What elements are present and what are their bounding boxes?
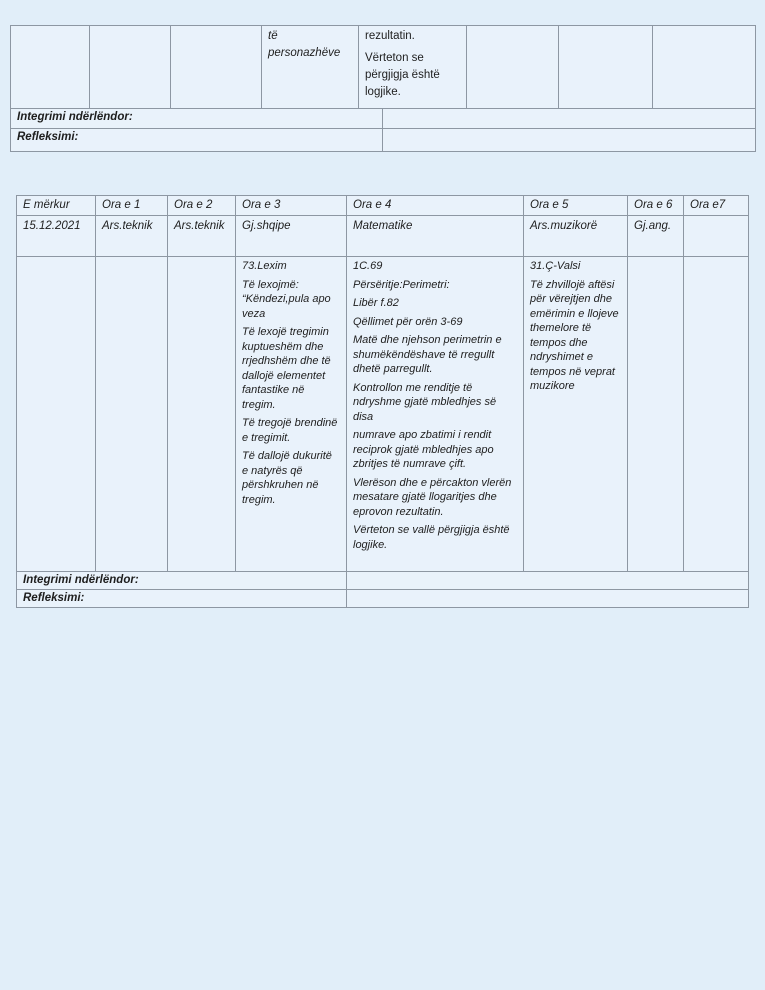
refleksimi-row: Refleksimi: [10, 128, 756, 152]
integrimi-row: Integrimi ndërlëndor: [16, 571, 749, 590]
paragraph: Përsëritje:Perimetri: [353, 278, 450, 291]
top-table: të personazhëve rezultatin. Vërteton se pë… [10, 25, 756, 109]
result-cell: rezultatin. Vërteton se përgjigja është l… [358, 25, 467, 109]
top-table-block: të personazhëve rezultatin. Vërteton se pë… [10, 25, 756, 152]
empty-cell [466, 25, 559, 109]
empty-cell [10, 25, 90, 109]
ars-muzikore-lesson-text: 31.Ç-Valsi Të zhvillojë aftësi për vërejt… [530, 259, 621, 394]
paragraph: numrave apo zbatimi i rendit reciprok gj… [353, 429, 494, 470]
subject-ora-1: Ars.teknik [95, 215, 168, 257]
integrimi-row: Integrimi ndërlëndor: [10, 108, 756, 129]
empty-cell [16, 256, 96, 572]
gj-shqipe-lesson-text: 73.Lexim Të lexojmë: “Këndezi,pula apo ve… [242, 259, 340, 507]
top-table-content-row: të personazhëve rezultatin. Vërteton se pë… [10, 25, 756, 109]
empty-cell [95, 256, 168, 572]
gj-shqipe-lesson-cell: 73.Lexim Të lexojmë: “Këndezi,pula apo ve… [235, 256, 347, 572]
integrimi-label: Integrimi ndërlëndor: [16, 571, 347, 590]
subject-ora-7 [683, 215, 749, 257]
paragraph: Vërteton se përgjigja është logjike. [365, 52, 440, 98]
paragraph: personazhëve [268, 47, 341, 59]
empty-cell [89, 25, 171, 109]
empty-cell [627, 256, 684, 572]
header-day: E mërkur [16, 195, 96, 216]
empty-cell [558, 25, 653, 109]
subject-ora-6: Gj.ang. [627, 215, 684, 257]
paragraph: Të tregojë brendinë e tregimit. [242, 417, 338, 444]
paragraph: 73.Lexim [242, 260, 287, 272]
integrimi-value-cell [346, 571, 749, 590]
empty-cell [167, 256, 236, 572]
top-table-footer: Integrimi ndërlëndor: Refleksimi: [10, 108, 756, 152]
paragraph: 1C.69 [353, 260, 383, 272]
characters-text: të personazhëve [268, 28, 352, 62]
paragraph: Të lexojë tregimin kuptueshëm dhe rrjedh… [242, 326, 331, 411]
schedule-table: E mërkur Ora e 1 Ora e 2 Ora e 3 Ora e 4… [16, 195, 749, 608]
subject-ora-2: Ars.teknik [167, 215, 236, 257]
schedule-table-block: E mërkur Ora e 1 Ora e 2 Ora e 3 Ora e 4… [16, 195, 749, 608]
header-ora-6: Ora e 6 [627, 195, 684, 216]
paragraph: Libër f.82 [353, 297, 399, 309]
matematike-lesson-cell: 1C.69 Përsëritje:Perimetri: Libër f.82 Qëll… [346, 256, 524, 572]
refleksimi-value-cell [382, 128, 756, 152]
paragraph: Vërteton se vallë përgjigja është logjik… [353, 524, 510, 551]
header-ora-2: Ora e 2 [167, 195, 236, 216]
paragraph: Të lexojmë: “Këndezi,pula apo veza [242, 278, 331, 320]
paragraph: 31.Ç-Valsi [530, 260, 581, 272]
refleksimi-value-cell [346, 589, 749, 608]
date-cell: 15.12.2021 [16, 215, 96, 257]
paragraph: rezultatin. [365, 30, 415, 42]
subject-ora-3: Gj.shqipe [235, 215, 347, 257]
matematike-lesson-text: 1C.69 Përsëritje:Perimetri: Libër f.82 Qëll… [353, 259, 517, 552]
paragraph: Të zhvillojë aftësi për vërejtjen dhe em… [530, 278, 619, 393]
paragraph: Kontrollon me renditje të ndryshme gjatë… [353, 381, 497, 423]
refleksimi-row: Refleksimi: [16, 589, 749, 608]
header-ora-1: Ora e 1 [95, 195, 168, 216]
subject-ora-4: Matematike [346, 215, 524, 257]
header-ora-5: Ora e 5 [523, 195, 628, 216]
subject-ora-5: Ars.muzikorë [523, 215, 628, 257]
header-ora-4: Ora e 4 [346, 195, 524, 216]
characters-cell: të personazhëve [261, 25, 359, 109]
paragraph: Matë dhe njehson perimetrin e shumëkëndë… [353, 334, 502, 375]
schedule-subject-row: 15.12.2021 Ars.teknik Ars.teknik Gj.shqi… [16, 215, 749, 257]
empty-cell [170, 25, 262, 109]
empty-cell [652, 25, 756, 109]
integrimi-label: Integrimi ndërlëndor: [10, 108, 383, 129]
paragraph: të [268, 30, 278, 42]
refleksimi-label: Refleksimi: [16, 589, 347, 608]
paragraph: Vlerëson dhe e përcakton vlerën mesatare… [353, 476, 512, 518]
header-ora-3: Ora e 3 [235, 195, 347, 216]
header-ora-7: Ora e7 [683, 195, 749, 216]
paragraph: Qëllimet për orën 3-69 [353, 315, 463, 328]
schedule-content-row: 73.Lexim Të lexojmë: “Këndezi,pula apo ve… [16, 256, 749, 572]
empty-cell [683, 256, 749, 572]
result-text: rezultatin. Vërteton se përgjigja është l… [365, 28, 460, 101]
refleksimi-label: Refleksimi: [10, 128, 383, 152]
integrimi-value-cell [382, 108, 756, 129]
paragraph: Të dallojë dukuritë e natyrës që përshkr… [242, 450, 332, 506]
ars-muzikore-lesson-cell: 31.Ç-Valsi Të zhvillojë aftësi për vërejt… [523, 256, 628, 572]
schedule-header-row: E mërkur Ora e 1 Ora e 2 Ora e 3 Ora e 4… [16, 195, 749, 216]
